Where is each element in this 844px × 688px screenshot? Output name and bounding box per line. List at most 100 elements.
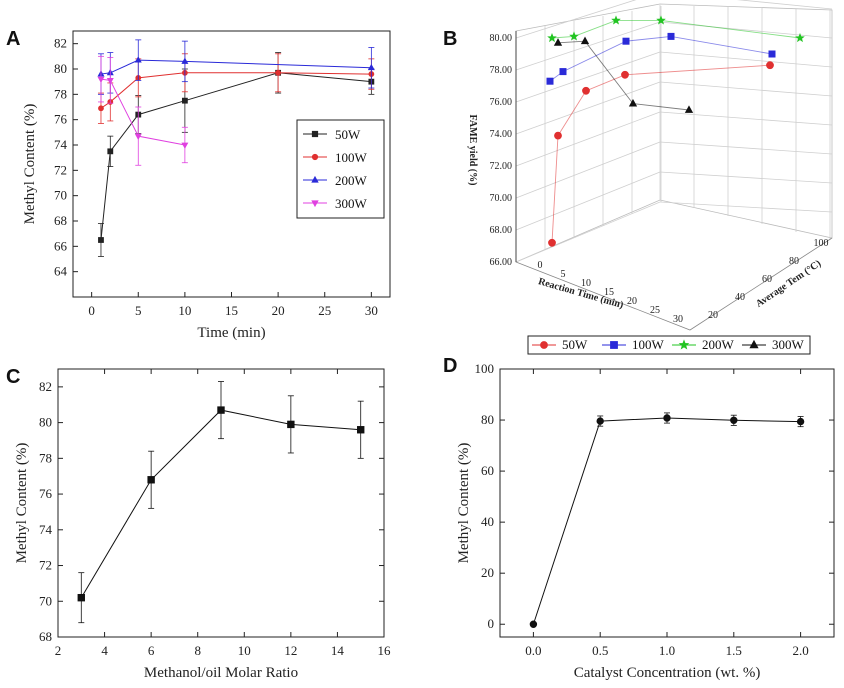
y-tick-label: 80 <box>39 415 52 430</box>
x3d-tick-label: 0 <box>538 260 543 271</box>
data-point <box>367 63 375 71</box>
legend-marker <box>311 153 319 161</box>
x-axis-label: Catalyst Concentration (wt. %) <box>574 665 761 681</box>
x3d-tick-label: 15 <box>604 287 614 298</box>
z-tick-label: 80.00 <box>490 33 513 44</box>
x-axis-label: Time (min) <box>197 325 265 341</box>
legend-label: 100W <box>335 150 368 165</box>
data-point <box>134 56 142 63</box>
legend-box <box>296 119 385 219</box>
legend-label: 100W <box>632 337 665 352</box>
gridline-left <box>515 141 661 199</box>
gridline-left <box>515 81 661 135</box>
data-point-3d <box>553 38 563 46</box>
panel-label-a: A <box>6 28 20 50</box>
x3d-tick-label: 10 <box>581 278 591 289</box>
y-tick-label: 76 <box>39 486 53 501</box>
data-point-3d <box>684 105 694 113</box>
gridline-right <box>659 21 833 39</box>
y-tick-label: 0 <box>488 616 495 631</box>
y3d-tick-label: 80 <box>789 256 799 267</box>
data-point <box>357 426 365 434</box>
data-point <box>97 76 105 84</box>
gridline-left <box>515 21 661 71</box>
data-point <box>796 417 805 426</box>
x-tick-label: 0.0 <box>525 643 541 658</box>
y-tick-label: 80 <box>481 412 494 427</box>
data-point <box>77 593 85 602</box>
gridline-left <box>515 51 661 103</box>
y-tick-label: 68 <box>54 213 67 228</box>
data-point-3d <box>547 32 557 43</box>
panel-label-c: C <box>6 366 20 388</box>
data-point-3d <box>795 32 805 43</box>
x-tick-label: 15 <box>225 303 238 318</box>
y-tick-label: 72 <box>39 558 52 573</box>
data-point-3d <box>582 86 590 95</box>
data-point <box>106 77 114 85</box>
data-point-3d <box>554 131 562 140</box>
series-line-3 <box>100 78 185 146</box>
x3d-tick-label: 30 <box>673 314 683 325</box>
y3d-tick-label: 40 <box>735 292 745 303</box>
data-point <box>596 417 604 425</box>
z-tick-label: 70.00 <box>490 193 513 204</box>
x-tick-label: 14 <box>331 643 345 658</box>
z-tick-label: 76.00 <box>490 97 513 108</box>
data-point-3d <box>611 15 621 25</box>
x-tick-label: 12 <box>284 643 297 658</box>
series-line-0 <box>532 417 801 625</box>
series3d-line-3 <box>557 40 690 111</box>
x-tick-label: 10 <box>238 643 251 658</box>
y-axis-label: Methyl Content (%) <box>14 443 30 564</box>
y-tick-label: 68 <box>39 629 52 644</box>
data-point-3d <box>667 32 675 40</box>
data-point <box>181 142 189 149</box>
chart-a: 0 5 10 15 20 25 30 64 66 68 70 72 74 76 78 80 82 Time (mi… <box>22 30 391 341</box>
z-tick-label: 74.00 <box>490 129 513 140</box>
x-axis-label: Methanol/oil Molar Ratio <box>144 665 298 681</box>
plot-frame <box>499 368 835 638</box>
data-point-3d <box>548 238 556 247</box>
gridline-right <box>659 81 833 97</box>
y-tick-label: 70 <box>39 593 52 608</box>
data-point-3d <box>656 15 666 25</box>
legend-marker <box>540 341 548 349</box>
chart-b-3d: 66.00 68.00 70.00 72.00 74.00 76.00 78.00 80.00… <box>467 0 833 355</box>
data-point <box>730 416 738 425</box>
x-tick-label: 10 <box>178 303 191 318</box>
chart-d: 0.0 0.5 1.0 1.5 2.0 0 20 40 60 80 100 Catalyst Conc… <box>456 361 835 681</box>
y-tick-label: 64 <box>54 264 68 279</box>
floor-edge <box>515 237 833 331</box>
x3d-tick-label: 5 <box>561 269 566 280</box>
y-axis-label: Methyl Content (%) <box>22 104 38 225</box>
y-tick-label: 70 <box>54 188 67 203</box>
gridline-right <box>659 51 833 68</box>
z-axis-label: FAME yield (%) <box>467 115 478 186</box>
x-tick-label: 0 <box>88 303 95 318</box>
legend-label: 50W <box>562 337 588 352</box>
data-point-3d <box>546 77 554 85</box>
data-point-3d <box>628 98 638 107</box>
legend-marker <box>678 339 690 350</box>
y-tick-label: 72 <box>54 162 67 177</box>
y3d-tick-label: 20 <box>708 310 718 321</box>
data-point-3d <box>580 36 590 45</box>
legend-marker <box>311 200 319 208</box>
series-line-0 <box>100 72 372 241</box>
data-point <box>529 620 538 628</box>
y-tick-label: 20 <box>481 565 494 580</box>
y-tick-label: 66 <box>54 238 68 253</box>
gridline-right <box>659 201 833 213</box>
z-tick-label: 66.00 <box>490 257 513 268</box>
legend-marker <box>749 339 759 349</box>
data-point <box>275 69 282 76</box>
y3d-tick-label: 100 <box>814 238 829 249</box>
y-tick-label: 100 <box>475 361 495 376</box>
x-tick-label: 25 <box>318 303 331 318</box>
gridline-left <box>515 111 661 167</box>
data-point <box>134 133 142 141</box>
y3d-tick-label: 60 <box>762 274 772 285</box>
panel-label-b: B <box>443 28 457 50</box>
